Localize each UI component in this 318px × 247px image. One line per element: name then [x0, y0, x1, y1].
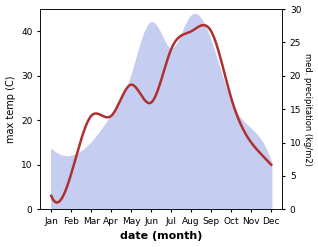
Y-axis label: max temp (C): max temp (C): [5, 75, 16, 143]
X-axis label: date (month): date (month): [120, 231, 203, 242]
Y-axis label: med. precipitation (kg/m2): med. precipitation (kg/m2): [303, 53, 313, 165]
